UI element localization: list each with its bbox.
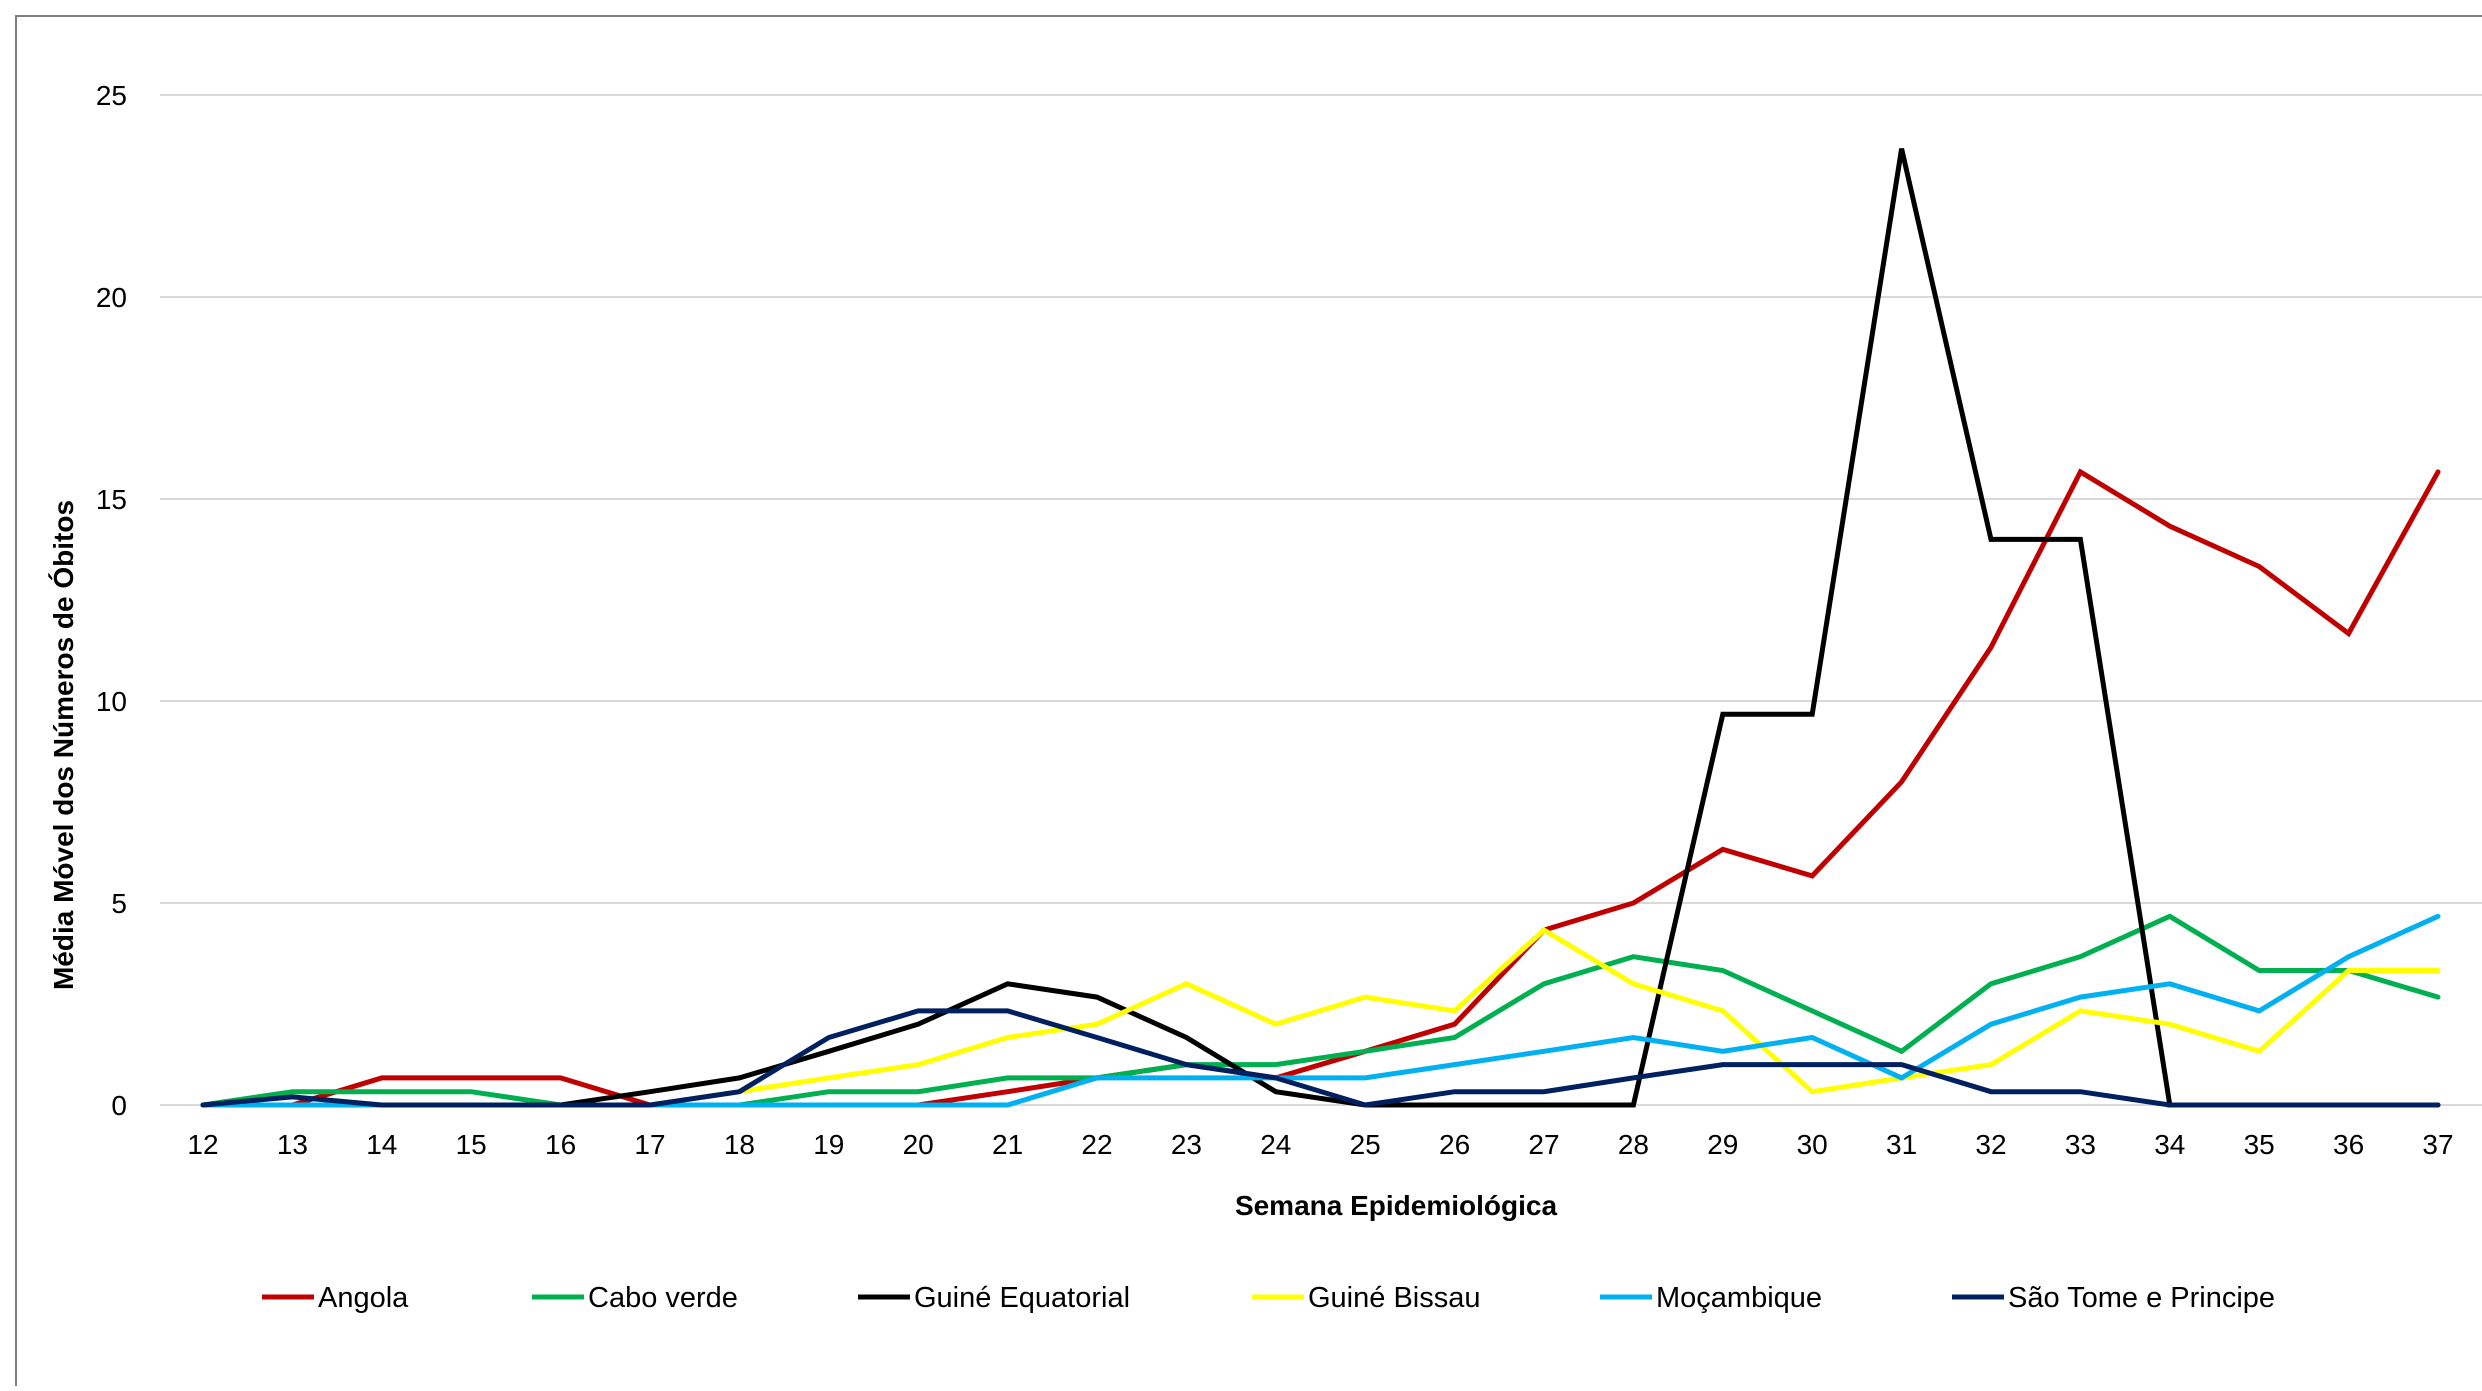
- x-tick-label: 22: [1081, 1129, 1112, 1160]
- x-tick-label: 28: [1618, 1129, 1649, 1160]
- x-tick-label: 16: [545, 1129, 576, 1160]
- y-tick-label: 20: [96, 282, 127, 313]
- series-line: [200, 1008, 2441, 1108]
- legend-item: Moçambique: [1600, 1282, 1822, 1314]
- x-tick-label: 13: [277, 1129, 308, 1160]
- x-tick-label: 25: [1350, 1129, 1381, 1160]
- x-tick-label: 33: [2065, 1129, 2096, 1160]
- x-tick-label: 34: [2154, 1129, 2185, 1160]
- y-axis-ticks: 0 5 10 15 20 25: [96, 80, 127, 1121]
- x-tick-label: 27: [1528, 1129, 1559, 1160]
- x-tick-label: 12: [187, 1129, 218, 1160]
- x-axis-title: Semana Epidemiológica: [1235, 1190, 1558, 1221]
- x-tick-label: 17: [634, 1129, 665, 1160]
- legend-label: Angola: [318, 1282, 409, 1314]
- x-tick-label: 14: [366, 1129, 397, 1160]
- x-tick-label: 35: [2244, 1129, 2275, 1160]
- x-tick-label: 30: [1797, 1129, 1828, 1160]
- legend-item: São Tome e Principe: [1952, 1282, 2275, 1314]
- y-tick-label: 0: [111, 1090, 127, 1121]
- y-tick-label: 10: [96, 686, 127, 717]
- x-tick-label: 31: [1886, 1129, 1917, 1160]
- legend-label: Guiné Equatorial: [914, 1282, 1130, 1314]
- y-tick-label: 15: [96, 484, 127, 515]
- x-axis-ticks: 12 13 14 15 16 17 18 19 20 21 22 23 24 25 26 27 28 29 30 31…: [187, 1129, 2453, 1160]
- y-axis-title: Média Móvel dos Números de Óbitos: [48, 500, 79, 990]
- x-tick-label: 21: [992, 1129, 1023, 1160]
- y-tick-label: 5: [111, 888, 127, 919]
- y-tick-label: 25: [96, 80, 127, 111]
- legend-item: Guiné Equatorial: [858, 1282, 1130, 1314]
- legend-item: Angola: [262, 1282, 409, 1314]
- x-tick-label: 18: [724, 1129, 755, 1160]
- x-tick-label: 20: [903, 1129, 934, 1160]
- series-line: [200, 468, 2441, 1108]
- legend-label: Guiné Bissau: [1308, 1282, 1481, 1314]
- x-tick-label: 15: [456, 1129, 487, 1160]
- legend-label: Moçambique: [1656, 1282, 1822, 1314]
- legend-label: São Tome e Principe: [2008, 1282, 2275, 1314]
- x-tick-label: 19: [813, 1129, 844, 1160]
- legend: Angola Cabo verde Guiné Equatorial Guiné Bi…: [262, 1282, 2275, 1314]
- x-tick-label: 26: [1439, 1129, 1470, 1160]
- chart-frame: [15, 15, 2482, 1391]
- x-tick-label: 32: [1975, 1129, 2006, 1160]
- series-lines: [200, 148, 2441, 1108]
- x-tick-label: 36: [2333, 1129, 2364, 1160]
- legend-item: Cabo verde: [532, 1282, 738, 1314]
- x-tick-label: 24: [1260, 1129, 1291, 1160]
- legend-label: Cabo verde: [588, 1282, 738, 1314]
- x-tick-label: 23: [1171, 1129, 1202, 1160]
- x-tick-label: 37: [2422, 1129, 2453, 1160]
- legend-item: Guiné Bissau: [1252, 1282, 1481, 1314]
- x-tick-label: 29: [1707, 1129, 1738, 1160]
